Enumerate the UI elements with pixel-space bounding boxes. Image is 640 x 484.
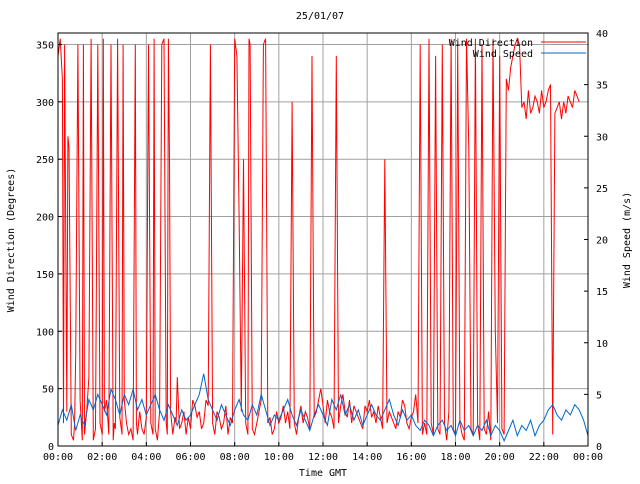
x-tick-label: 08:00 — [220, 452, 250, 463]
y-left-tick-label: 300 — [36, 98, 54, 109]
x-tick-label: 00:00 — [43, 452, 73, 463]
x-tick-label: 04:00 — [131, 452, 161, 463]
x-tick-label: 16:00 — [396, 452, 426, 463]
y-left-tick-label: 350 — [36, 40, 54, 51]
x-tick-label: 02:00 — [87, 452, 117, 463]
y-right-tick-label: 15 — [596, 287, 608, 298]
y-right-tick-label: 25 — [596, 184, 608, 195]
x-tick-label: 18:00 — [440, 452, 470, 463]
series-lines — [57, 37, 589, 443]
y-left-tick-label: 200 — [36, 213, 54, 224]
y-right-tick-label: 0 — [596, 442, 602, 453]
legend-label-wind-direction: Wind Direction — [449, 38, 533, 49]
axis-ticks — [57, 32, 589, 447]
x-axis-label: Time GMT — [299, 468, 347, 479]
y-right-tick-label: 30 — [596, 132, 608, 143]
tick-labels: 0 50 100 150 200 250 300 350 0 5 10 15 20 25 30 35 40 00:… — [36, 29, 608, 463]
x-tick-label: 22:00 — [529, 452, 559, 463]
y-right-tick-label: 35 — [596, 81, 608, 92]
series-line-wind-speed — [57, 373, 589, 443]
chart-title: 25/01/07 — [296, 11, 344, 22]
y-left-tick-label: 150 — [36, 270, 54, 281]
legend-label-wind-speed: Wind Speed — [473, 49, 533, 60]
x-tick-label: 06:00 — [175, 452, 205, 463]
y-right-tick-label: 40 — [596, 29, 608, 40]
legend: Wind Direction Wind Speed — [449, 38, 586, 60]
x-tick-label: 12:00 — [308, 452, 338, 463]
x-tick-label: 10:00 — [264, 452, 294, 463]
x-tick-label: 20:00 — [485, 452, 515, 463]
y-axis-label-left: Wind Direction (Degrees) — [6, 168, 17, 313]
y-axis-label-right: Wind Speed (m/s) — [622, 192, 633, 288]
y-left-tick-label: 50 — [42, 385, 54, 396]
x-tick-label: 00:00 — [573, 452, 603, 463]
y-left-tick-label: 250 — [36, 155, 54, 166]
y-right-tick-label: 5 — [596, 390, 602, 401]
y-right-tick-label: 10 — [596, 339, 608, 350]
y-left-tick-label: 100 — [36, 327, 54, 338]
y-left-tick-label: 0 — [48, 442, 54, 453]
y-right-tick-label: 20 — [596, 236, 608, 247]
x-tick-label: 14:00 — [352, 452, 382, 463]
